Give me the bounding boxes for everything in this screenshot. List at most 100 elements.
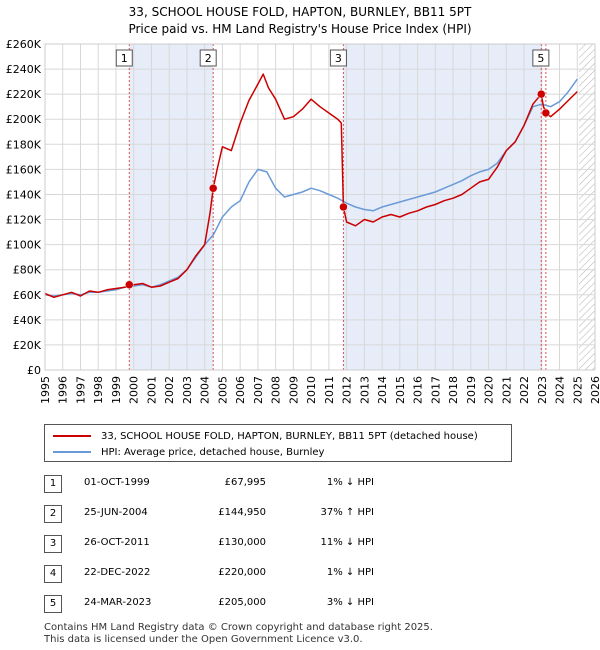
- x-tick-label: 1997: [74, 376, 87, 404]
- legend-swatch-hpi: [53, 451, 91, 453]
- x-tick-label: 2025: [571, 376, 584, 404]
- x-tick-label: 2006: [234, 376, 247, 404]
- sale-date: 25-JUN-2004: [84, 507, 148, 518]
- x-tick-label: 2003: [181, 376, 194, 404]
- sale-row: 1 01-OCT-1999 £67,995 1% ↓ HPI: [44, 474, 444, 494]
- sale-row: 3 26-OCT-2011 £130,000 11% ↓ HPI: [44, 534, 444, 554]
- sale-date: 22-DEC-2022: [84, 567, 151, 578]
- footer: Contains HM Land Registry data © Crown c…: [44, 622, 433, 646]
- x-tick-label: 2011: [323, 376, 336, 404]
- sale-badge-box: [115, 49, 133, 67]
- y-tick-label: £180K: [6, 138, 42, 151]
- x-tick-label: 2012: [341, 376, 354, 404]
- sale-hpi-diff: 1% ↓ HPI: [326, 567, 374, 578]
- sale-hpi-diff: 1% ↓ HPI: [326, 477, 374, 488]
- x-tick-label: 2016: [412, 376, 425, 404]
- sale-hpi-diff: 11% ↓ HPI: [320, 537, 374, 548]
- x-tick-label: 2015: [394, 376, 407, 404]
- x-tick-label: 2026: [589, 376, 600, 404]
- y-tick-label: £100K: [6, 239, 42, 252]
- sale-marker: [536, 89, 546, 99]
- plot-border: [44, 43, 596, 371]
- legend-swatch-property: [53, 435, 91, 437]
- sale-marker: [208, 184, 218, 193]
- sale-badge-box: [532, 49, 550, 67]
- shaded-periods: [129, 44, 542, 370]
- legend-label-property: 33, SCHOOL HOUSE FOLD, HAPTON, BURNLEY, …: [101, 430, 478, 442]
- x-tick-label: 2008: [270, 376, 283, 404]
- sale-date: 26-OCT-2011: [84, 537, 150, 548]
- x-tick-label: 2020: [483, 376, 496, 404]
- x-tick-labels: 1995 1996 1997 1998 1999 2000 2001 2002 2003 2004…: [39, 376, 600, 404]
- chart-subtitle: Price paid vs. HM Land Registry's House …: [128, 22, 472, 36]
- x-tick-label: 2019: [465, 376, 478, 404]
- y-tick-label: £20K: [13, 339, 42, 352]
- x-tick-label: 2023: [536, 376, 549, 404]
- property-price-line: [44, 73, 578, 299]
- sale-marker: [541, 108, 551, 118]
- sale-price: £205,000: [218, 597, 266, 608]
- footer-licence: This data is licensed under the Open Gov…: [44, 634, 363, 645]
- future-hatch-area: [579, 44, 595, 370]
- sale-marker: [125, 280, 134, 289]
- x-tick-label: 2017: [429, 376, 442, 404]
- y-tick-label: £240K: [6, 63, 42, 76]
- chart-title-block: 33, SCHOOL HOUSE FOLD, HAPTON, BURNLEY, …: [0, 4, 600, 38]
- sale-number-badge: 5: [44, 595, 62, 613]
- sale-badges: 1 2 3 5: [115, 49, 550, 67]
- sale-badge-label: 5: [537, 52, 544, 65]
- sale-marker: [339, 202, 348, 212]
- x-tick-label: 2009: [287, 376, 300, 404]
- y-tick-label: £120K: [6, 214, 42, 227]
- sale-number-badge: 1: [44, 475, 62, 493]
- x-tick-label: 2007: [252, 376, 265, 404]
- sale-number-badge: 4: [44, 565, 62, 583]
- y-tick-label: £40K: [13, 314, 42, 327]
- legend: 33, SCHOOL HOUSE FOLD, HAPTON, BURNLEY, …: [44, 424, 512, 462]
- x-tick-label: 2004: [199, 376, 212, 404]
- x-tick-label: 1995: [39, 376, 52, 404]
- sale-badge-label: 3: [335, 52, 342, 65]
- x-tick-label: 2000: [128, 376, 141, 404]
- y-tick-label: £160K: [6, 163, 42, 176]
- x-tick-label: 2005: [216, 376, 229, 404]
- sale-badge-box: [199, 49, 217, 67]
- legend-item-hpi: HPI: Average price, detached house, Burn…: [53, 445, 324, 459]
- series-lines: [44, 73, 578, 299]
- y-tick-label: £80K: [13, 264, 42, 277]
- sale-badge-label: 1: [121, 52, 128, 65]
- sale-hpi-diff: 3% ↓ HPI: [326, 597, 374, 608]
- shaded-period: [343, 44, 542, 370]
- y-tick-label: £200K: [6, 113, 42, 126]
- x-tick-label: 2002: [163, 376, 176, 404]
- x-tick-label: 2022: [518, 376, 531, 404]
- x-tick-label: 2013: [358, 376, 371, 404]
- x-tick-label: 2010: [305, 376, 318, 404]
- y-tick-label: £60K: [13, 289, 42, 302]
- sale-row: 4 22-DEC-2022 £220,000 1% ↓ HPI: [44, 564, 444, 584]
- price-chart: 1 2 3 5 £0 £20K £40K £60K £80K £100K £120K £140K £1…: [6, 38, 600, 404]
- chart-title: 33, SCHOOL HOUSE FOLD, HAPTON, BURNLEY, …: [128, 5, 472, 19]
- sale-row: 5 24-MAR-2023 £205,000 3% ↓ HPI: [44, 594, 444, 614]
- sale-price: £144,950: [218, 507, 266, 518]
- sale-badge-label: 2: [205, 52, 212, 65]
- sale-date: 01-OCT-1999: [84, 477, 150, 488]
- sale-date: 24-MAR-2023: [84, 597, 152, 608]
- x-tick-label: 2001: [145, 376, 158, 404]
- sale-price: £130,000: [218, 537, 266, 548]
- hpi-line: [44, 78, 578, 297]
- y-tick-label: £0: [27, 364, 41, 377]
- x-tick-label: 1998: [92, 376, 105, 404]
- sale-hpi-diff: 37% ↑ HPI: [320, 507, 374, 518]
- future-hatch: [579, 44, 595, 370]
- sale-price: £220,000: [218, 567, 266, 578]
- shaded-period: [129, 44, 214, 370]
- legend-label-hpi: HPI: Average price, detached house, Burn…: [101, 446, 325, 458]
- footer-copyright: Contains HM Land Registry data © Crown c…: [44, 622, 433, 633]
- y-tick-labels: £0 £20K £40K £60K £80K £100K £120K £140K £160K £1…: [6, 38, 42, 377]
- x-tick-label: 1999: [110, 376, 123, 404]
- x-tick-label: 2018: [447, 376, 460, 404]
- legend-item-property: 33, SCHOOL HOUSE FOLD, HAPTON, BURNLEY, …: [53, 429, 478, 443]
- sale-number-badge: 2: [44, 505, 62, 523]
- x-tick-label: 2021: [500, 376, 513, 404]
